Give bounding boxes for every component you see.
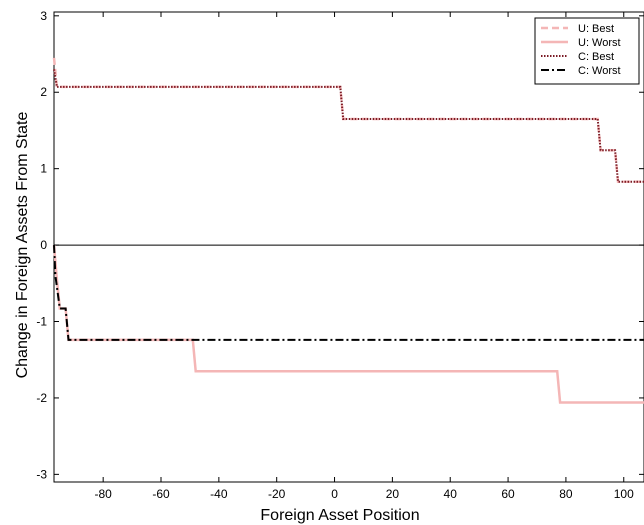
y-tick-label: 1 [40, 162, 47, 176]
legend: U: Best U: Worst C: Best C: Worst [534, 17, 640, 85]
y-tick-label: 2 [40, 85, 47, 99]
y-tick-label: 3 [40, 9, 47, 23]
x-tick-label: 20 [386, 487, 400, 501]
x-tick-label: 40 [444, 487, 458, 501]
x-tick-label: 100 [614, 487, 634, 501]
series-line-4 [53, 245, 644, 341]
x-tick-label: 80 [559, 487, 573, 501]
x-tick-label: -60 [152, 487, 170, 501]
y-tick-label: -2 [36, 391, 47, 405]
x-tick-label: -20 [268, 487, 286, 501]
series-line-3 [53, 69, 644, 183]
x-tick-label: -40 [210, 487, 228, 501]
x-axis: -80 -60 -40 -20 0 20 40 60 80 100 [94, 12, 634, 501]
x-tick-label: 60 [501, 487, 515, 501]
y-tick-label: -1 [36, 315, 47, 329]
series-layer [52, 57, 644, 404]
y-tick-label: -3 [36, 467, 47, 481]
x-axis-title: Foreign Asset Position [260, 507, 419, 524]
legend-label: U: Best [578, 23, 614, 35]
x-tick-label: -80 [94, 487, 112, 501]
legend-label: C: Best [578, 51, 614, 63]
y-axis-title: Change in Foreign Assets From State [14, 112, 31, 379]
legend-label: C: Worst [578, 65, 621, 77]
y-tick-label: 0 [40, 238, 47, 252]
plot-area [53, 11, 644, 483]
legend-label: U: Worst [578, 37, 621, 49]
x-tick-label: 0 [331, 487, 338, 501]
